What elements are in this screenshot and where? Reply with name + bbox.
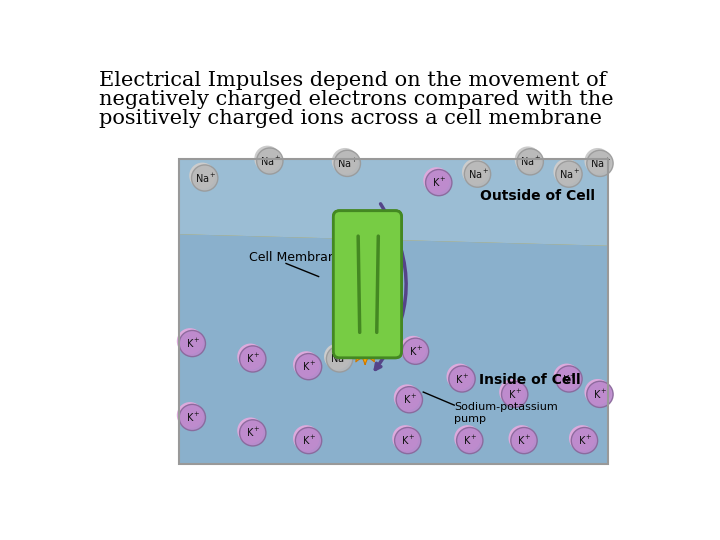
Text: Outside of Cell: Outside of Cell <box>480 188 595 202</box>
Text: Na$^+$: Na$^+$ <box>467 167 489 181</box>
Circle shape <box>587 381 613 408</box>
Text: K$^+$: K$^+$ <box>302 360 317 373</box>
Text: Cell Membrane: Cell Membrane <box>249 251 343 264</box>
Circle shape <box>462 159 488 185</box>
Text: Electrical Impulses depend on the movement of: Electrical Impulses depend on the moveme… <box>99 71 607 90</box>
Text: negatively charged electrons compared with the: negatively charged electrons compared wi… <box>99 90 614 109</box>
Text: Na$^+$: Na$^+$ <box>337 157 359 170</box>
Circle shape <box>326 346 353 372</box>
Circle shape <box>324 343 351 370</box>
Circle shape <box>585 148 611 174</box>
Circle shape <box>240 420 266 446</box>
Circle shape <box>396 387 423 413</box>
Text: K$^+$: K$^+$ <box>246 426 261 440</box>
Text: Inside of Cell: Inside of Cell <box>480 374 581 388</box>
Text: Na$^+$: Na$^+$ <box>342 241 364 254</box>
Circle shape <box>177 402 203 428</box>
Circle shape <box>456 428 483 454</box>
Circle shape <box>426 170 452 195</box>
FancyBboxPatch shape <box>333 211 402 358</box>
Circle shape <box>423 167 449 193</box>
Circle shape <box>556 366 582 392</box>
Text: positively charged ions across a cell membrane: positively charged ions across a cell me… <box>99 110 603 129</box>
Circle shape <box>454 425 481 451</box>
Text: K$^+$: K$^+$ <box>578 434 593 447</box>
Circle shape <box>179 404 205 430</box>
Text: K$^+$: K$^+$ <box>518 434 532 447</box>
Circle shape <box>339 234 365 260</box>
Bar <box>179 159 608 464</box>
Text: K$^+$: K$^+$ <box>186 337 200 350</box>
Circle shape <box>332 148 358 174</box>
Text: K$^+$: K$^+$ <box>401 434 416 447</box>
Circle shape <box>585 379 611 405</box>
Circle shape <box>400 336 426 362</box>
Circle shape <box>392 425 418 451</box>
Circle shape <box>254 146 281 172</box>
Text: Na$^+$: Na$^+$ <box>330 353 351 366</box>
Circle shape <box>510 428 537 454</box>
Text: ATP: ATP <box>352 339 378 353</box>
Circle shape <box>571 428 598 454</box>
Circle shape <box>179 330 205 356</box>
Text: K$^+$: K$^+$ <box>409 345 423 358</box>
Text: K$^+$: K$^+$ <box>186 411 200 424</box>
Circle shape <box>394 384 420 410</box>
Circle shape <box>554 159 580 185</box>
Circle shape <box>192 165 218 191</box>
Circle shape <box>499 379 526 405</box>
Circle shape <box>554 363 580 390</box>
Text: K$^+$: K$^+$ <box>562 373 577 386</box>
Circle shape <box>177 328 203 354</box>
Circle shape <box>517 148 544 175</box>
Circle shape <box>556 161 582 187</box>
Text: K$^+$: K$^+$ <box>593 388 608 401</box>
Circle shape <box>334 150 361 177</box>
Text: K$^+$: K$^+$ <box>402 393 418 406</box>
Polygon shape <box>179 234 608 464</box>
Text: K$^+$: K$^+$ <box>508 388 523 401</box>
Text: K$^+$: K$^+$ <box>456 373 470 386</box>
Text: Na$^+$: Na$^+$ <box>590 157 611 170</box>
Polygon shape <box>346 327 384 365</box>
Text: Na$^+$: Na$^+$ <box>521 156 541 168</box>
Circle shape <box>402 338 428 365</box>
Bar <box>179 159 608 464</box>
Text: Sodium-potassium
pump: Sodium-potassium pump <box>454 402 558 424</box>
Circle shape <box>293 425 320 451</box>
Circle shape <box>515 146 541 173</box>
Text: K$^+$: K$^+$ <box>246 353 261 366</box>
Circle shape <box>189 163 215 189</box>
Circle shape <box>336 232 363 258</box>
Circle shape <box>587 150 613 177</box>
Text: K$^+$: K$^+$ <box>463 434 478 447</box>
Circle shape <box>464 161 490 187</box>
Circle shape <box>502 381 528 408</box>
Text: K$^+$: K$^+$ <box>302 434 317 447</box>
Circle shape <box>293 351 320 377</box>
Circle shape <box>569 425 595 451</box>
Text: Na$^+$: Na$^+$ <box>559 167 580 181</box>
Circle shape <box>256 148 283 174</box>
Circle shape <box>449 366 475 392</box>
Circle shape <box>238 343 264 370</box>
Circle shape <box>295 428 322 454</box>
Circle shape <box>295 354 322 380</box>
Text: Na$^+$: Na$^+$ <box>260 154 282 167</box>
Circle shape <box>395 428 421 454</box>
Circle shape <box>508 425 535 451</box>
Polygon shape <box>179 234 608 288</box>
Text: Na$^+$: Na$^+$ <box>194 171 216 185</box>
Circle shape <box>238 417 264 444</box>
FancyBboxPatch shape <box>333 211 402 358</box>
Circle shape <box>240 346 266 372</box>
Text: K$^+$: K$^+$ <box>432 176 447 189</box>
Circle shape <box>446 363 473 390</box>
